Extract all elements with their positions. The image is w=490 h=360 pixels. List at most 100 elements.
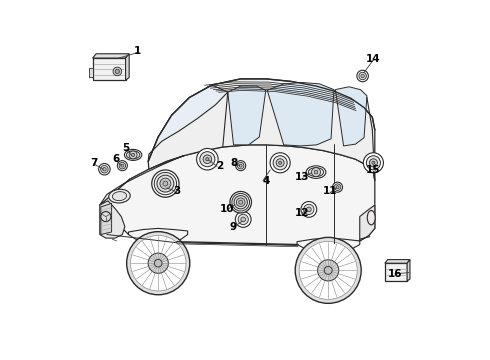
Polygon shape — [407, 260, 410, 281]
Circle shape — [299, 241, 357, 300]
Circle shape — [238, 214, 248, 225]
Circle shape — [126, 231, 190, 295]
Circle shape — [100, 166, 108, 173]
Polygon shape — [335, 87, 367, 146]
Text: 3: 3 — [173, 186, 180, 197]
Circle shape — [357, 70, 368, 82]
Circle shape — [234, 195, 247, 209]
Circle shape — [230, 192, 251, 213]
Text: 13: 13 — [295, 172, 310, 182]
Circle shape — [276, 159, 284, 167]
Circle shape — [117, 161, 127, 171]
Circle shape — [333, 182, 343, 192]
Ellipse shape — [368, 211, 375, 225]
Text: 10: 10 — [220, 204, 234, 215]
Text: 16: 16 — [388, 269, 402, 279]
Ellipse shape — [109, 189, 130, 203]
Polygon shape — [148, 79, 375, 181]
Ellipse shape — [126, 151, 140, 159]
Circle shape — [103, 167, 106, 171]
Circle shape — [364, 153, 383, 173]
Circle shape — [154, 260, 162, 267]
Text: 4: 4 — [262, 176, 270, 186]
Circle shape — [239, 164, 242, 167]
Polygon shape — [148, 85, 228, 161]
Circle shape — [318, 260, 339, 281]
Circle shape — [369, 159, 377, 167]
Polygon shape — [93, 54, 129, 58]
Circle shape — [372, 161, 375, 164]
Circle shape — [361, 74, 365, 78]
Circle shape — [121, 164, 124, 167]
Circle shape — [306, 207, 311, 212]
Circle shape — [359, 72, 367, 80]
Polygon shape — [100, 156, 184, 205]
Circle shape — [148, 253, 168, 273]
Polygon shape — [125, 54, 129, 80]
Circle shape — [232, 193, 249, 211]
Polygon shape — [101, 203, 112, 234]
Text: 15: 15 — [366, 165, 381, 175]
Polygon shape — [267, 82, 334, 146]
Circle shape — [160, 178, 171, 189]
Circle shape — [270, 153, 290, 173]
Circle shape — [98, 163, 110, 175]
Circle shape — [314, 170, 318, 174]
Circle shape — [236, 198, 245, 207]
Circle shape — [324, 266, 332, 274]
Circle shape — [273, 156, 287, 170]
Circle shape — [157, 175, 174, 192]
Circle shape — [235, 212, 251, 227]
Circle shape — [312, 168, 320, 177]
Polygon shape — [297, 238, 360, 252]
Ellipse shape — [308, 168, 323, 177]
Text: 9: 9 — [230, 222, 237, 232]
Bar — [89, 68, 93, 77]
Text: 2: 2 — [216, 161, 223, 171]
Circle shape — [238, 162, 244, 169]
Text: 12: 12 — [294, 208, 309, 218]
Polygon shape — [385, 260, 410, 263]
Circle shape — [130, 235, 186, 291]
Polygon shape — [360, 205, 375, 241]
Polygon shape — [228, 86, 266, 145]
Circle shape — [239, 200, 243, 204]
Bar — [385, 263, 407, 281]
Text: 1: 1 — [134, 46, 141, 56]
Circle shape — [101, 212, 111, 222]
Circle shape — [152, 170, 179, 197]
Text: 6: 6 — [112, 154, 120, 164]
Ellipse shape — [306, 166, 326, 179]
Ellipse shape — [124, 149, 142, 161]
Circle shape — [367, 156, 380, 170]
Circle shape — [334, 184, 341, 190]
Circle shape — [203, 155, 212, 163]
Text: 5: 5 — [122, 143, 129, 153]
Text: 7: 7 — [90, 158, 98, 168]
Circle shape — [279, 161, 282, 164]
Circle shape — [206, 158, 209, 161]
Circle shape — [295, 237, 361, 303]
Text: 14: 14 — [366, 54, 381, 64]
Polygon shape — [100, 201, 125, 238]
Circle shape — [154, 172, 176, 195]
Text: 8: 8 — [230, 158, 237, 168]
Polygon shape — [128, 228, 188, 243]
Circle shape — [196, 148, 218, 170]
Text: 11: 11 — [323, 186, 338, 197]
Circle shape — [113, 67, 122, 76]
Circle shape — [200, 152, 215, 167]
Polygon shape — [100, 145, 375, 245]
Circle shape — [115, 69, 120, 73]
Circle shape — [119, 162, 125, 169]
Circle shape — [336, 186, 339, 189]
Circle shape — [304, 204, 314, 215]
Circle shape — [301, 202, 317, 217]
Ellipse shape — [112, 192, 126, 201]
Circle shape — [131, 153, 135, 157]
Bar — [93, 58, 125, 80]
Circle shape — [163, 181, 168, 186]
Circle shape — [236, 161, 245, 171]
Circle shape — [241, 217, 245, 222]
Circle shape — [129, 151, 137, 159]
